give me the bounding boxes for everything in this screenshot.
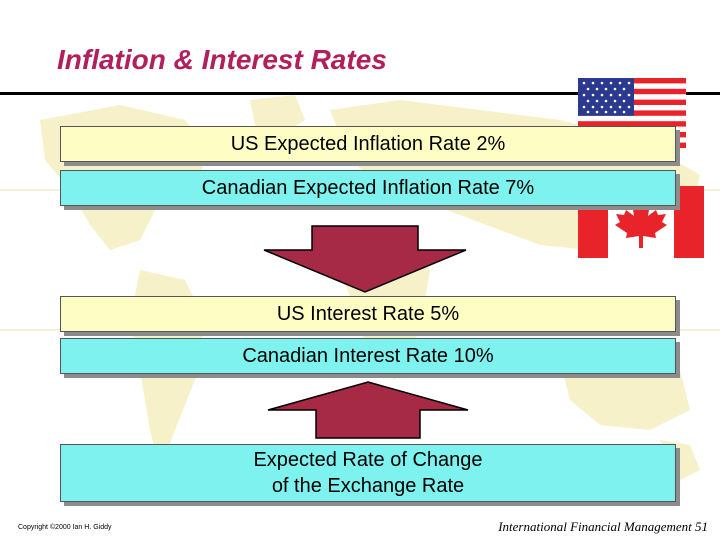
copyright-text: Copyright ©2000 Ian H. Giddy [18, 524, 112, 531]
title-divider [0, 92, 720, 95]
ca-interest-box: Canadian Interest Rate 10% [60, 338, 676, 374]
slide-title: Inflation & Interest Rates [57, 44, 387, 75]
course-page-text: International Financial Management 51 [498, 519, 708, 534]
exchange-rate-line2: of the Exchange Rate [271, 475, 465, 497]
us-inflation-box: US Expected Inflation Rate 2% [60, 126, 676, 162]
down-arrow-icon [263, 225, 467, 293]
up-arrow-icon [267, 381, 469, 439]
ca-interest-label: Canadian Interest Rate 10% [242, 345, 494, 367]
us-interest-label: US Interest Rate 5% [276, 303, 460, 325]
ca-inflation-box: Canadian Expected Inflation Rate 7% [60, 170, 676, 206]
exchange-rate-line1: Expected Rate of Change [253, 449, 483, 471]
exchange-rate-box: Expected Rate of Change of the Exchange … [60, 444, 676, 502]
ca-inflation-label: Canadian Expected Inflation Rate 7% [201, 177, 535, 199]
us-interest-box: US Interest Rate 5% [60, 296, 676, 332]
us-inflation-label: US Expected Inflation Rate 2% [230, 133, 506, 155]
